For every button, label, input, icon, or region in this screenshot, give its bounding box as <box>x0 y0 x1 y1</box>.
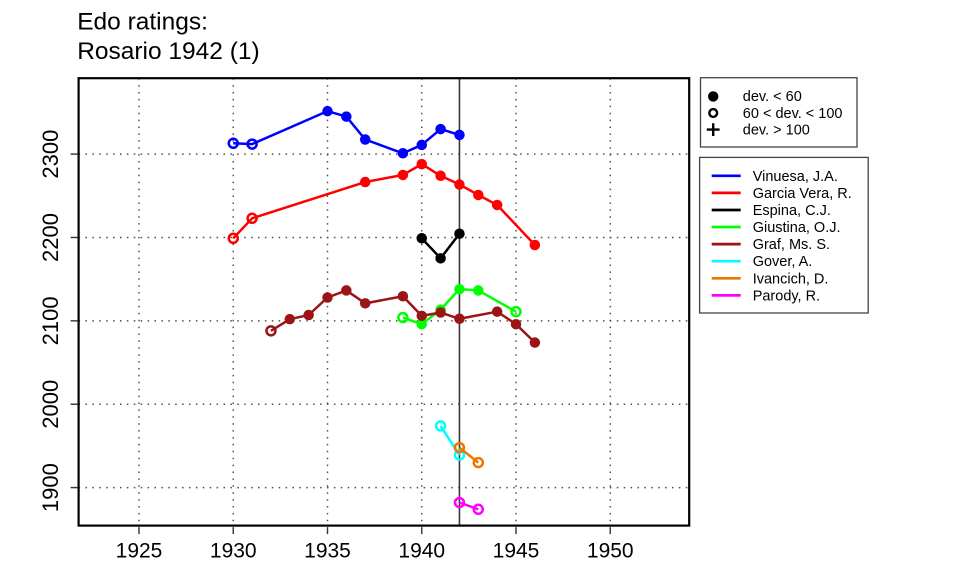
svg-text:Ivancich, D.: Ivancich, D. <box>753 271 829 287</box>
svg-text:1900: 1900 <box>38 463 63 512</box>
svg-text:2300: 2300 <box>38 130 63 179</box>
svg-text:1925: 1925 <box>116 539 163 562</box>
svg-text:Gover, A.: Gover, A. <box>753 254 813 270</box>
svg-text:dev. > 100: dev. > 100 <box>743 122 810 138</box>
svg-text:1930: 1930 <box>210 539 257 562</box>
svg-text:Graf, Ms. S.: Graf, Ms. S. <box>753 237 830 253</box>
svg-text:2200: 2200 <box>38 213 63 262</box>
svg-text:Giustina, O.J.: Giustina, O.J. <box>753 220 841 236</box>
svg-text:Edo ratings:: Edo ratings: <box>77 9 208 36</box>
svg-text:1950: 1950 <box>587 539 634 562</box>
svg-text:Espina, C.J.: Espina, C.J. <box>753 203 831 219</box>
svg-text:1935: 1935 <box>304 539 351 562</box>
svg-text:Vinuesa, J.A.: Vinuesa, J.A. <box>753 169 838 185</box>
svg-text:Rosario 1942 (1): Rosario 1942 (1) <box>77 38 259 65</box>
svg-text:1940: 1940 <box>398 539 445 562</box>
svg-text:dev. < 60: dev. < 60 <box>743 89 802 105</box>
svg-text:60 < dev. < 100: 60 < dev. < 100 <box>743 106 843 122</box>
svg-text:2000: 2000 <box>38 380 63 429</box>
svg-text:1945: 1945 <box>493 539 540 562</box>
svg-text:Garcia Vera, R.: Garcia Vera, R. <box>753 186 852 202</box>
svg-text:Parody, R.: Parody, R. <box>753 288 820 304</box>
svg-text:2100: 2100 <box>38 296 63 345</box>
